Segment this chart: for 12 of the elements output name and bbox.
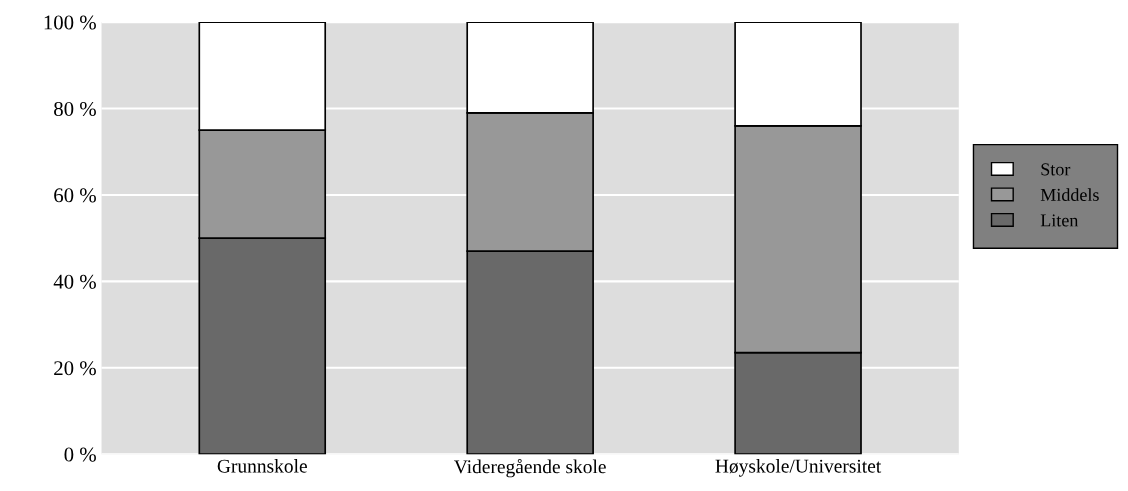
x-tick-label: Videregående skole: [454, 459, 606, 478]
y-tick-label: 0 %: [64, 447, 96, 462]
legend-label: Stor: [1041, 163, 1071, 176]
legend-label: Middels: [1040, 188, 1099, 201]
y-tick-label: 20 %: [54, 361, 96, 376]
y-tick-label: 80 %: [54, 101, 96, 117]
y-tick-label: 100 %: [44, 15, 96, 30]
y-tick-label: 40 %: [53, 274, 96, 289]
x-tick-label: Høyskole/Universitet: [715, 459, 882, 477]
x-tick-label: Grunnskole: [217, 459, 307, 473]
legend-label: Liten: [1040, 214, 1079, 227]
y-tick-label: 60 %: [54, 188, 96, 203]
